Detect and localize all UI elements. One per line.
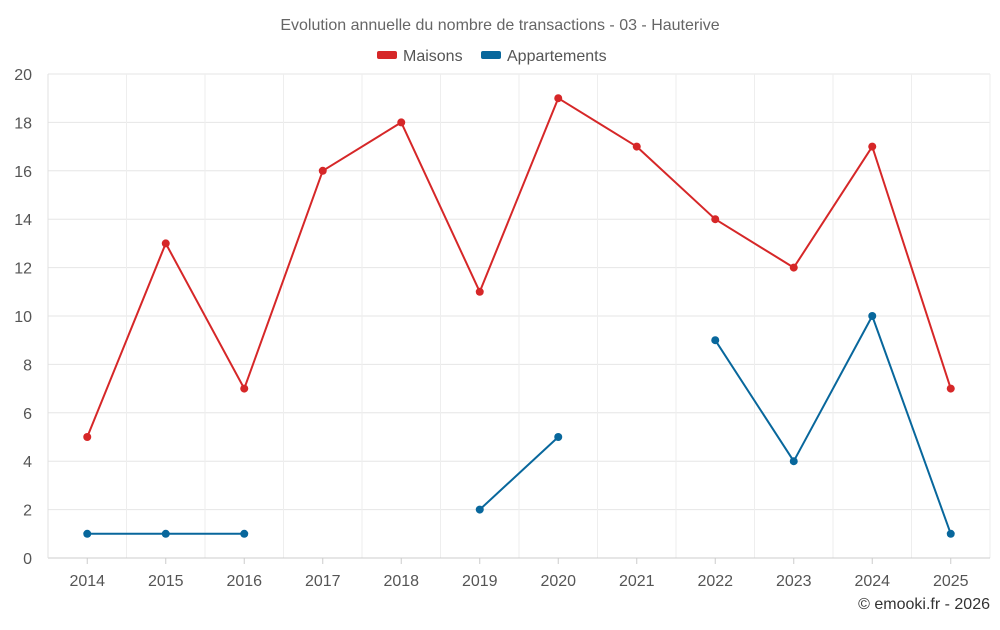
data-point-appartements[interactable] xyxy=(240,529,249,538)
legend-item-maisons[interactable]: Maisons xyxy=(377,48,463,65)
legend-swatch-maisons xyxy=(377,51,397,59)
y-tick-label: 10 xyxy=(14,309,32,326)
data-point-maisons[interactable] xyxy=(161,239,170,248)
data-point-maisons[interactable] xyxy=(946,384,955,393)
x-tick-label: 2021 xyxy=(619,573,655,590)
data-point-appartements[interactable] xyxy=(789,457,798,466)
data-point-appartements[interactable] xyxy=(946,529,955,538)
x-tick-label: 2014 xyxy=(69,573,105,590)
y-tick-label: 4 xyxy=(23,454,32,471)
x-tick-label: 2020 xyxy=(540,573,576,590)
y-tick-label: 20 xyxy=(14,67,32,84)
data-point-appartements[interactable] xyxy=(475,505,484,514)
x-tick-label: 2016 xyxy=(226,573,262,590)
y-tick-label: 0 xyxy=(23,551,32,568)
gridlines xyxy=(47,73,991,559)
credit-text: © emooki.fr - 2026 xyxy=(858,596,990,613)
series-appartements xyxy=(83,312,955,538)
data-point-maisons[interactable] xyxy=(240,384,249,393)
y-tick-label: 8 xyxy=(23,357,32,374)
data-point-maisons[interactable] xyxy=(83,433,92,441)
series-line-appartements xyxy=(479,436,559,511)
series-line-appartements xyxy=(714,315,952,535)
x-tick-label: 2015 xyxy=(148,573,184,590)
data-point-appartements[interactable] xyxy=(554,433,563,441)
legend-swatch-appartements xyxy=(481,51,501,59)
x-tick-label: 2018 xyxy=(383,573,419,590)
y-tick-label: 6 xyxy=(23,406,32,423)
y-tick-label: 2 xyxy=(23,503,32,520)
axes: 0 2 4 6 8 10 12 14 16 18 20 2014 2015 2016 2017 2018 201… xyxy=(14,67,990,590)
x-tick-label: 2019 xyxy=(462,573,498,590)
data-point-maisons[interactable] xyxy=(632,142,641,151)
series xyxy=(83,94,955,538)
y-tick-label: 14 xyxy=(14,212,32,229)
x-tick-label: 2017 xyxy=(305,573,341,590)
x-tick-label: 2025 xyxy=(933,573,969,590)
data-point-appartements[interactable] xyxy=(83,529,92,538)
y-tick-label: 12 xyxy=(14,261,32,278)
chart-title: Evolution annuelle du nombre de transact… xyxy=(280,17,719,34)
data-point-maisons[interactable] xyxy=(397,118,406,127)
legend: Maisons Appartements xyxy=(377,48,607,65)
data-point-maisons[interactable] xyxy=(789,263,798,272)
x-tick-label: 2024 xyxy=(854,573,890,590)
data-point-maisons[interactable] xyxy=(554,94,563,103)
series-line-maisons xyxy=(86,97,952,438)
data-point-maisons[interactable] xyxy=(711,215,720,224)
legend-label-appartements: Appartements xyxy=(507,48,607,65)
legend-item-appartements[interactable]: Appartements xyxy=(481,48,607,65)
x-tick-label: 2022 xyxy=(697,573,733,590)
series-maisons xyxy=(83,94,955,441)
y-tick-label: 18 xyxy=(14,115,32,132)
legend-label-maisons: Maisons xyxy=(403,48,463,65)
data-point-appartements[interactable] xyxy=(711,336,720,345)
data-point-maisons[interactable] xyxy=(475,287,484,296)
data-point-maisons[interactable] xyxy=(868,142,877,151)
y-tick-label: 16 xyxy=(14,164,32,181)
data-point-appartements[interactable] xyxy=(161,529,170,538)
x-tick-label: 2023 xyxy=(776,573,812,590)
data-point-appartements[interactable] xyxy=(868,312,877,320)
data-point-maisons[interactable] xyxy=(318,166,327,175)
